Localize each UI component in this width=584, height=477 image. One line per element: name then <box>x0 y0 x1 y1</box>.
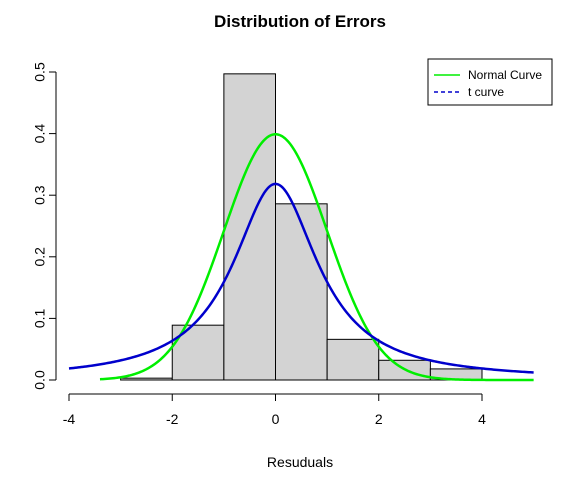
x-tick-label: -4 <box>63 411 76 427</box>
y-tick-label: 0.5 <box>32 62 48 82</box>
y-tick-label: 0.2 <box>32 247 48 267</box>
x-axis: -4 -2 0 2 4 <box>63 393 486 427</box>
histogram-bar-3 <box>275 203 328 381</box>
y-tick-label: 0.3 <box>32 185 48 205</box>
legend: Normal Curve t curve <box>427 58 553 106</box>
y-tick-label: 0.0 <box>32 370 48 390</box>
x-tick-label: 2 <box>375 411 383 427</box>
x-axis-label: Resuduals <box>267 454 333 470</box>
legend-box <box>427 58 553 106</box>
curve-t-curve <box>68 182 534 374</box>
curve-normal-curve <box>99 133 534 382</box>
density-curves <box>68 133 534 382</box>
y-tick-label: 0.4 <box>32 124 48 144</box>
y-axis: 0.0 0.1 0.2 0.3 0.4 0.5 <box>32 62 57 390</box>
x-tick-label: -2 <box>166 411 179 427</box>
legend-label-t-curve: t curve <box>468 85 504 99</box>
x-tick-label: 4 <box>478 411 486 427</box>
histogram-bars <box>120 73 483 381</box>
x-tick-label: 0 <box>272 411 280 427</box>
histogram-bar-2 <box>223 73 276 381</box>
histogram-bar-4 <box>326 338 380 381</box>
legend-label-normal-curve: Normal Curve <box>468 68 542 82</box>
chart-title: Distribution of Errors <box>214 12 386 31</box>
y-tick-label: 0.1 <box>32 308 48 328</box>
histogram-bar-0 <box>120 377 173 381</box>
